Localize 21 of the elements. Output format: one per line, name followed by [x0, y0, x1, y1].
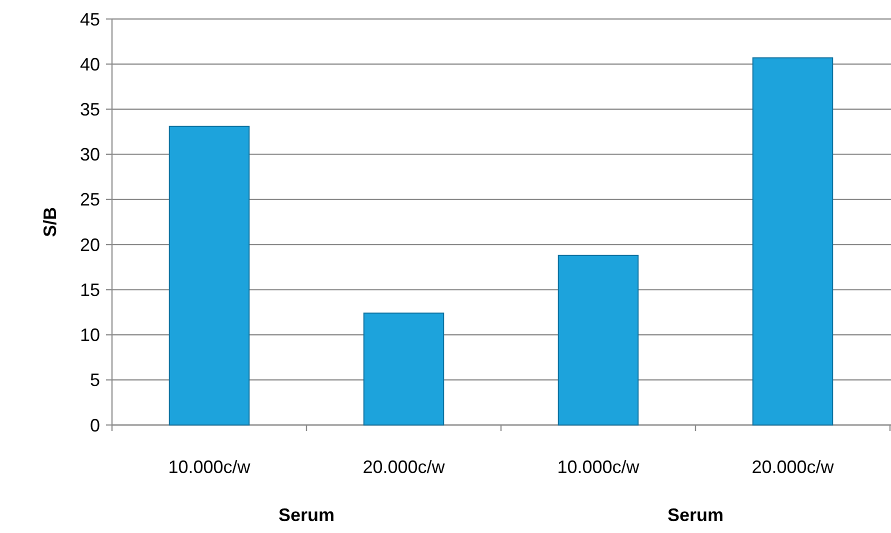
- y-tick-label: 30: [80, 144, 100, 165]
- y-tick-label: 45: [80, 9, 100, 30]
- text: Serum: [278, 505, 335, 525]
- bar: [168, 126, 250, 426]
- y-tick-label: 25: [80, 190, 100, 210]
- x-tick-label: 10.000c/w: [168, 457, 252, 477]
- y-tick-label: 40: [80, 54, 100, 74]
- y-tick-label: 20: [80, 234, 100, 255]
- bar: [363, 312, 444, 426]
- x-tick-label: 10.000c/w: [557, 457, 640, 477]
- x-tick-label: 20.000c/w: [362, 457, 446, 477]
- y-tick-label: 15: [80, 280, 100, 300]
- y-tick-label: 0: [90, 415, 100, 436]
- y-tick-label: 5: [90, 370, 100, 390]
- text: Serum: [667, 505, 724, 525]
- y-axis-title: S/B: [40, 206, 60, 238]
- y-tick-label: 10: [80, 325, 100, 346]
- x-tick-label: 20.000c/w: [752, 457, 835, 477]
- bar: [752, 57, 834, 426]
- bar: [558, 254, 639, 426]
- y-tick-label: 35: [80, 100, 100, 120]
